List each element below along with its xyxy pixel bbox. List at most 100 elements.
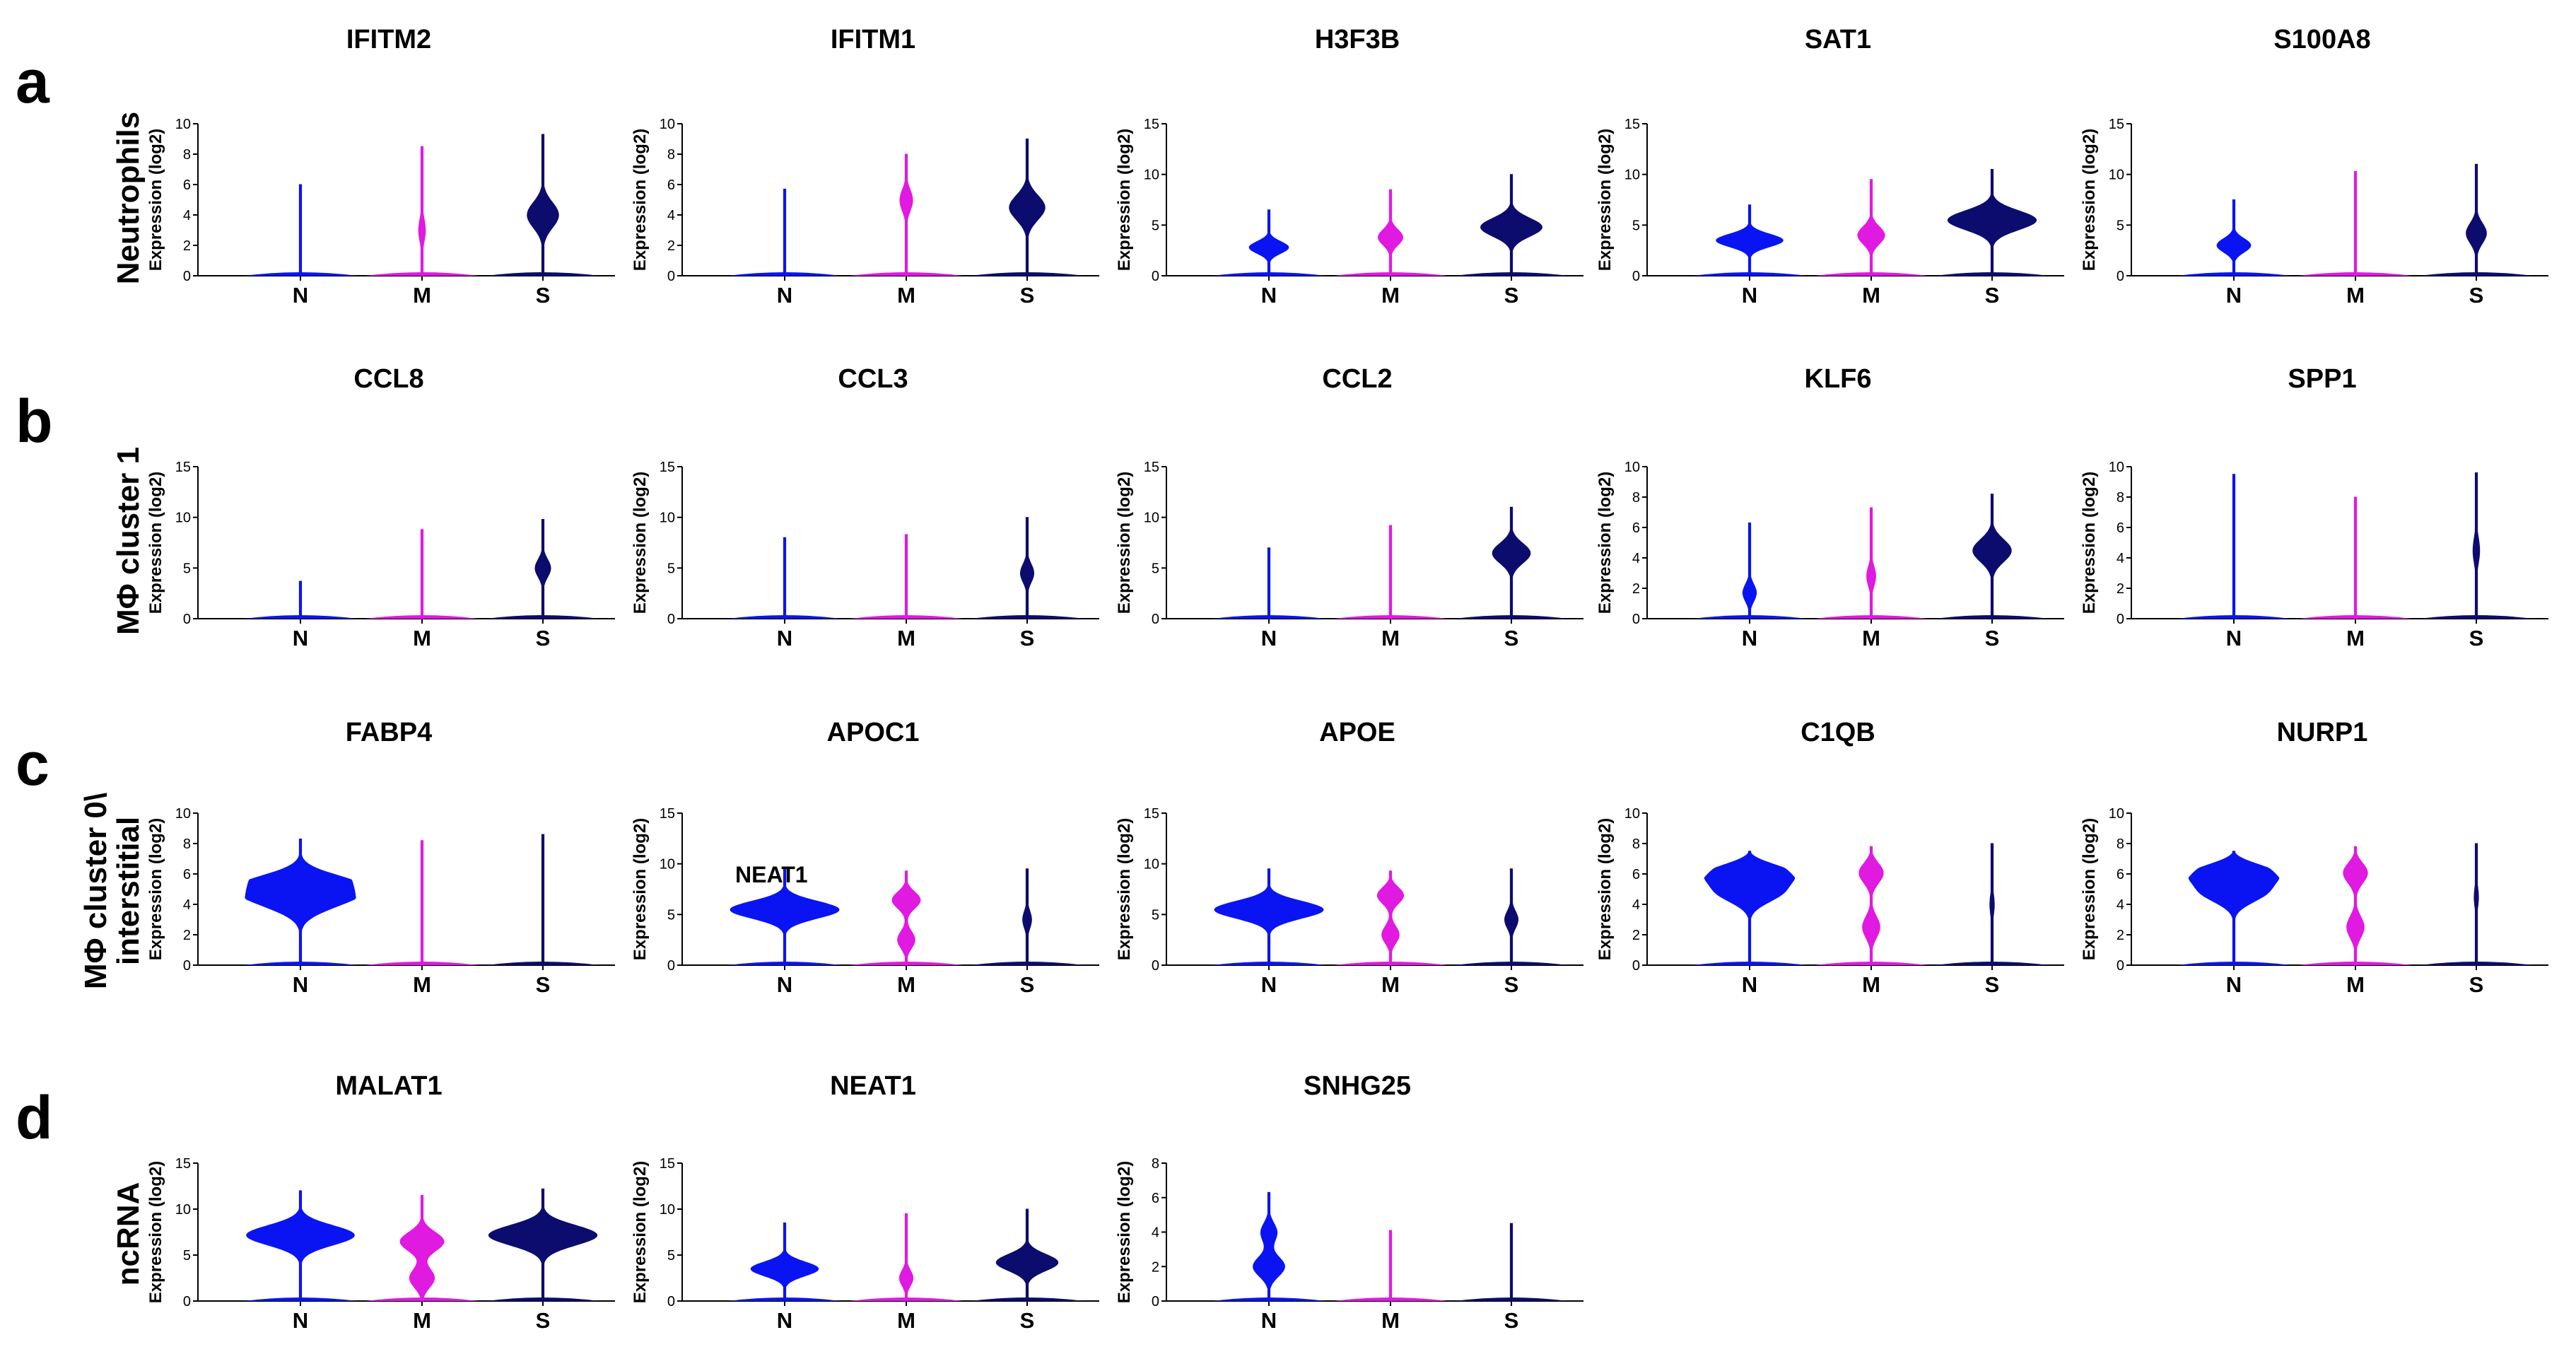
y-axis-label: Expression (log2)	[1115, 818, 1134, 960]
x-tick-label: N	[1261, 1308, 1277, 1333]
y-tick-label: 8	[183, 836, 191, 852]
y-tick-label: 15	[1144, 117, 1159, 132]
violin-M	[420, 529, 424, 619]
y-tick-label: 10	[175, 1202, 191, 1218]
y-tick-label: 0	[667, 958, 675, 974]
x-tick-label: N	[2226, 972, 2242, 997]
violin-S	[2466, 163, 2487, 276]
y-tick-label: 15	[1144, 806, 1159, 822]
y-tick-label: 0	[183, 269, 191, 284]
violin-S	[1009, 139, 1046, 276]
violin-S	[1020, 517, 1034, 619]
y-tick-label: 2	[2117, 581, 2124, 597]
y-tick-label: 10	[1624, 806, 1640, 822]
y-tick-label: 5	[1632, 218, 1640, 233]
y-tick-label: 10	[1624, 168, 1640, 183]
violin-plot-ccl2: CCL2 Expression (log2) 0 5 10 15 N M S	[1115, 364, 1583, 651]
violin-S	[995, 1208, 1059, 1302]
y-tick-label: 4	[1152, 1225, 1159, 1241]
plot-title: KLF6	[1805, 364, 1872, 394]
y-tick-label: 0	[1152, 958, 1159, 974]
x-tick-label: S	[536, 283, 551, 308]
y-tick-label: 6	[1632, 520, 1640, 536]
y-tick-label: 0	[183, 612, 191, 627]
panel-letter-b: b	[16, 387, 53, 455]
x-tick-label: S	[1985, 972, 2000, 997]
y-axis-label: Expression (log2)	[631, 472, 650, 614]
x-tick-label: N	[777, 972, 792, 997]
x-tick-label: S	[1020, 626, 1035, 651]
x-tick-label: M	[1862, 283, 1880, 308]
violin-M	[2343, 846, 2368, 966]
violin-M	[891, 870, 921, 966]
y-tick-label: 0	[667, 612, 675, 627]
y-tick-label: 0	[1632, 612, 1640, 627]
y-tick-label: 0	[1632, 958, 1640, 974]
x-tick-label: N	[293, 972, 308, 997]
y-tick-label: 8	[1632, 836, 1640, 852]
violin-N	[245, 839, 356, 966]
violin-N	[1716, 204, 1784, 276]
y-tick-label: 5	[1152, 218, 1159, 233]
violin-plot-s100a8: S100A8 Expression (log2) 0 5 10 15 N M S	[2080, 25, 2548, 308]
x-tick-label: M	[2346, 283, 2365, 308]
x-tick-label: M	[897, 972, 915, 997]
plot-title: C1QB	[1801, 718, 1875, 747]
y-tick-label: 2	[667, 238, 675, 254]
x-tick-label: N	[2226, 283, 2242, 308]
y-tick-label: 10	[175, 511, 191, 526]
y-tick-label: 5	[667, 1248, 675, 1264]
violin-N	[1704, 851, 1796, 966]
y-tick-label: 10	[660, 117, 675, 132]
violin-plot-ccl8: CCL8 Expression (log2) 0 5 10 15 N M S	[146, 364, 615, 651]
y-tick-label: 10	[175, 117, 191, 132]
x-tick-label: M	[1381, 972, 1400, 997]
violin-S	[1492, 506, 1531, 619]
neat1-annotation: NEAT1	[735, 862, 808, 887]
y-tick-label: 0	[1152, 612, 1159, 627]
x-tick-label: M	[413, 972, 431, 997]
y-tick-label: 2	[2117, 928, 2124, 943]
y-axis-label: Expression (log2)	[2080, 472, 2099, 614]
y-tick-label: 4	[667, 208, 675, 223]
x-tick-label: N	[2226, 626, 2242, 651]
row-label-a: Neutrophils	[111, 112, 146, 284]
violin-N	[1253, 1191, 1285, 1302]
y-axis-label: Expression (log2)	[631, 1161, 650, 1303]
violin-M	[399, 1195, 445, 1302]
x-tick-label: N	[293, 626, 308, 651]
plot-title: FABP4	[346, 718, 432, 747]
violin-plot-apoe: APOE Expression (log2) 0 5 10 15 N M S	[1115, 718, 1583, 997]
x-tick-label: S	[536, 626, 551, 651]
x-tick-label: S	[1020, 283, 1035, 308]
violin-N	[2188, 851, 2280, 966]
y-tick-label: 5	[2117, 218, 2124, 233]
plot-title: NURP1	[2277, 718, 2368, 747]
x-tick-label: S	[1020, 1308, 1035, 1333]
x-tick-label: M	[2346, 626, 2365, 651]
x-tick-label: S	[1504, 626, 1519, 651]
violin-S	[2472, 472, 2481, 619]
violin-M	[898, 1213, 914, 1302]
y-tick-label: 0	[667, 1294, 675, 1310]
violin-S	[1480, 174, 1543, 276]
violin-M	[1857, 179, 1885, 276]
y-tick-label: 2	[1152, 1259, 1159, 1275]
y-tick-label: 10	[660, 511, 675, 526]
y-tick-label: 5	[183, 561, 191, 576]
plot-title: SPP1	[2288, 364, 2356, 394]
row-label-line: MΦ cluster 1	[111, 447, 146, 635]
violin-N	[298, 184, 303, 276]
violin-M	[899, 153, 913, 276]
y-tick-label: 10	[2109, 460, 2124, 475]
violin-N	[1742, 523, 1757, 619]
y-tick-label: 2	[183, 928, 191, 943]
x-tick-label: M	[1862, 626, 1880, 651]
y-tick-label: 2	[183, 238, 191, 254]
violin-N	[730, 868, 840, 966]
x-tick-label: M	[413, 283, 431, 308]
violin-S	[1947, 169, 2037, 276]
x-tick-label: S	[1020, 972, 1035, 997]
y-axis-label: Expression (log2)	[631, 818, 650, 960]
